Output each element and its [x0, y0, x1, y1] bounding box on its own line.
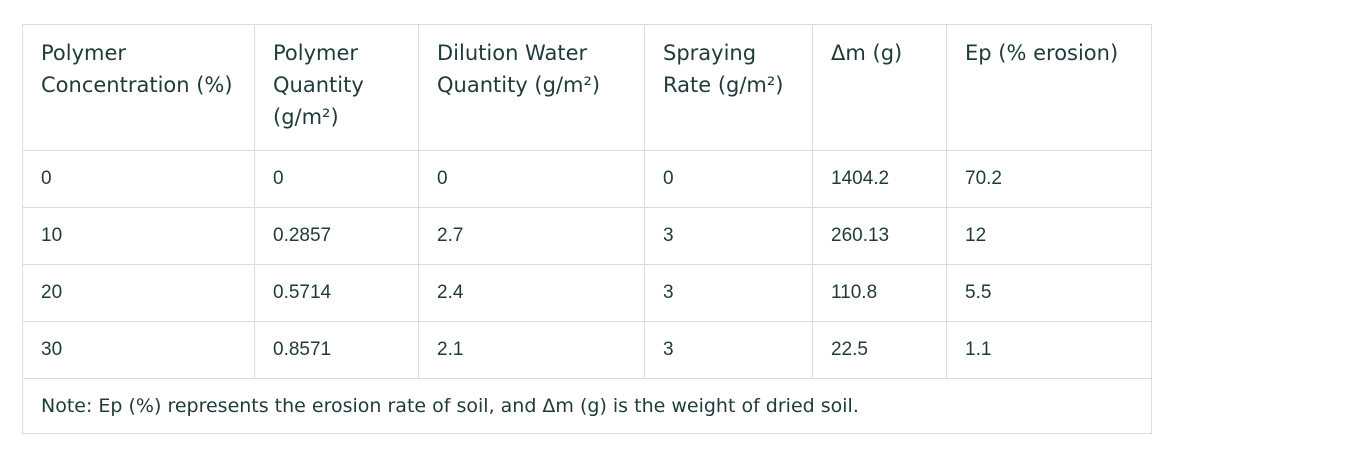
table-cell: 3 — [644, 321, 813, 379]
column-header: Dilution Water Quantity (g/m²) — [418, 24, 645, 151]
data-table: Polymer Concentration (%) Polymer Quantit… — [22, 24, 1152, 434]
table-cell: 2.7 — [418, 207, 645, 265]
table-cell: 0 — [644, 150, 813, 208]
table-cell: 22.5 — [812, 321, 947, 379]
column-header: Polymer Quantity (g/m²) — [254, 24, 419, 151]
header-row: Polymer Concentration (%) Polymer Quantit… — [22, 24, 1152, 151]
table-cell: 20 — [22, 264, 255, 322]
table-body: 0 0 0 0 1404.2 70.2 10 0.2857 2.7 3 260.13 12 20 0.57… — [22, 150, 1152, 434]
note-row: Note: Ep (%) represents the erosion rate… — [22, 378, 1152, 434]
table-cell: 0.2857 — [254, 207, 419, 265]
table-cell: 10 — [22, 207, 255, 265]
table-cell: 260.13 — [812, 207, 947, 265]
table-cell: 30 — [22, 321, 255, 379]
table-cell: 2.4 — [418, 264, 645, 322]
table-cell: 12 — [946, 207, 1152, 265]
column-header: Ep (% erosion) — [946, 24, 1152, 151]
column-header: Polymer Concentration (%) — [22, 24, 255, 151]
table-cell: 3 — [644, 264, 813, 322]
table-cell: 0 — [254, 150, 419, 208]
table-row: 0 0 0 0 1404.2 70.2 — [22, 150, 1152, 208]
table-cell: 2.1 — [418, 321, 645, 379]
table-cell: 1.1 — [946, 321, 1152, 379]
table-cell: 0 — [418, 150, 645, 208]
table-cell: 0.8571 — [254, 321, 419, 379]
table-cell: 70.2 — [946, 150, 1152, 208]
table-row: 10 0.2857 2.7 3 260.13 12 — [22, 207, 1152, 265]
column-header: Spraying Rate (g/m²) — [644, 24, 813, 151]
table-note: Note: Ep (%) represents the erosion rate… — [22, 378, 1152, 434]
table-cell: 1404.2 — [812, 150, 947, 208]
column-header: Δm (g) — [812, 24, 947, 151]
table-row: 20 0.5714 2.4 3 110.8 5.5 — [22, 264, 1152, 322]
table-cell: 0.5714 — [254, 264, 419, 322]
table-cell: 0 — [22, 150, 255, 208]
table-cell: 5.5 — [946, 264, 1152, 322]
table-cell: 110.8 — [812, 264, 947, 322]
table-row: 30 0.8571 2.1 3 22.5 1.1 — [22, 321, 1152, 379]
table-cell: 3 — [644, 207, 813, 265]
